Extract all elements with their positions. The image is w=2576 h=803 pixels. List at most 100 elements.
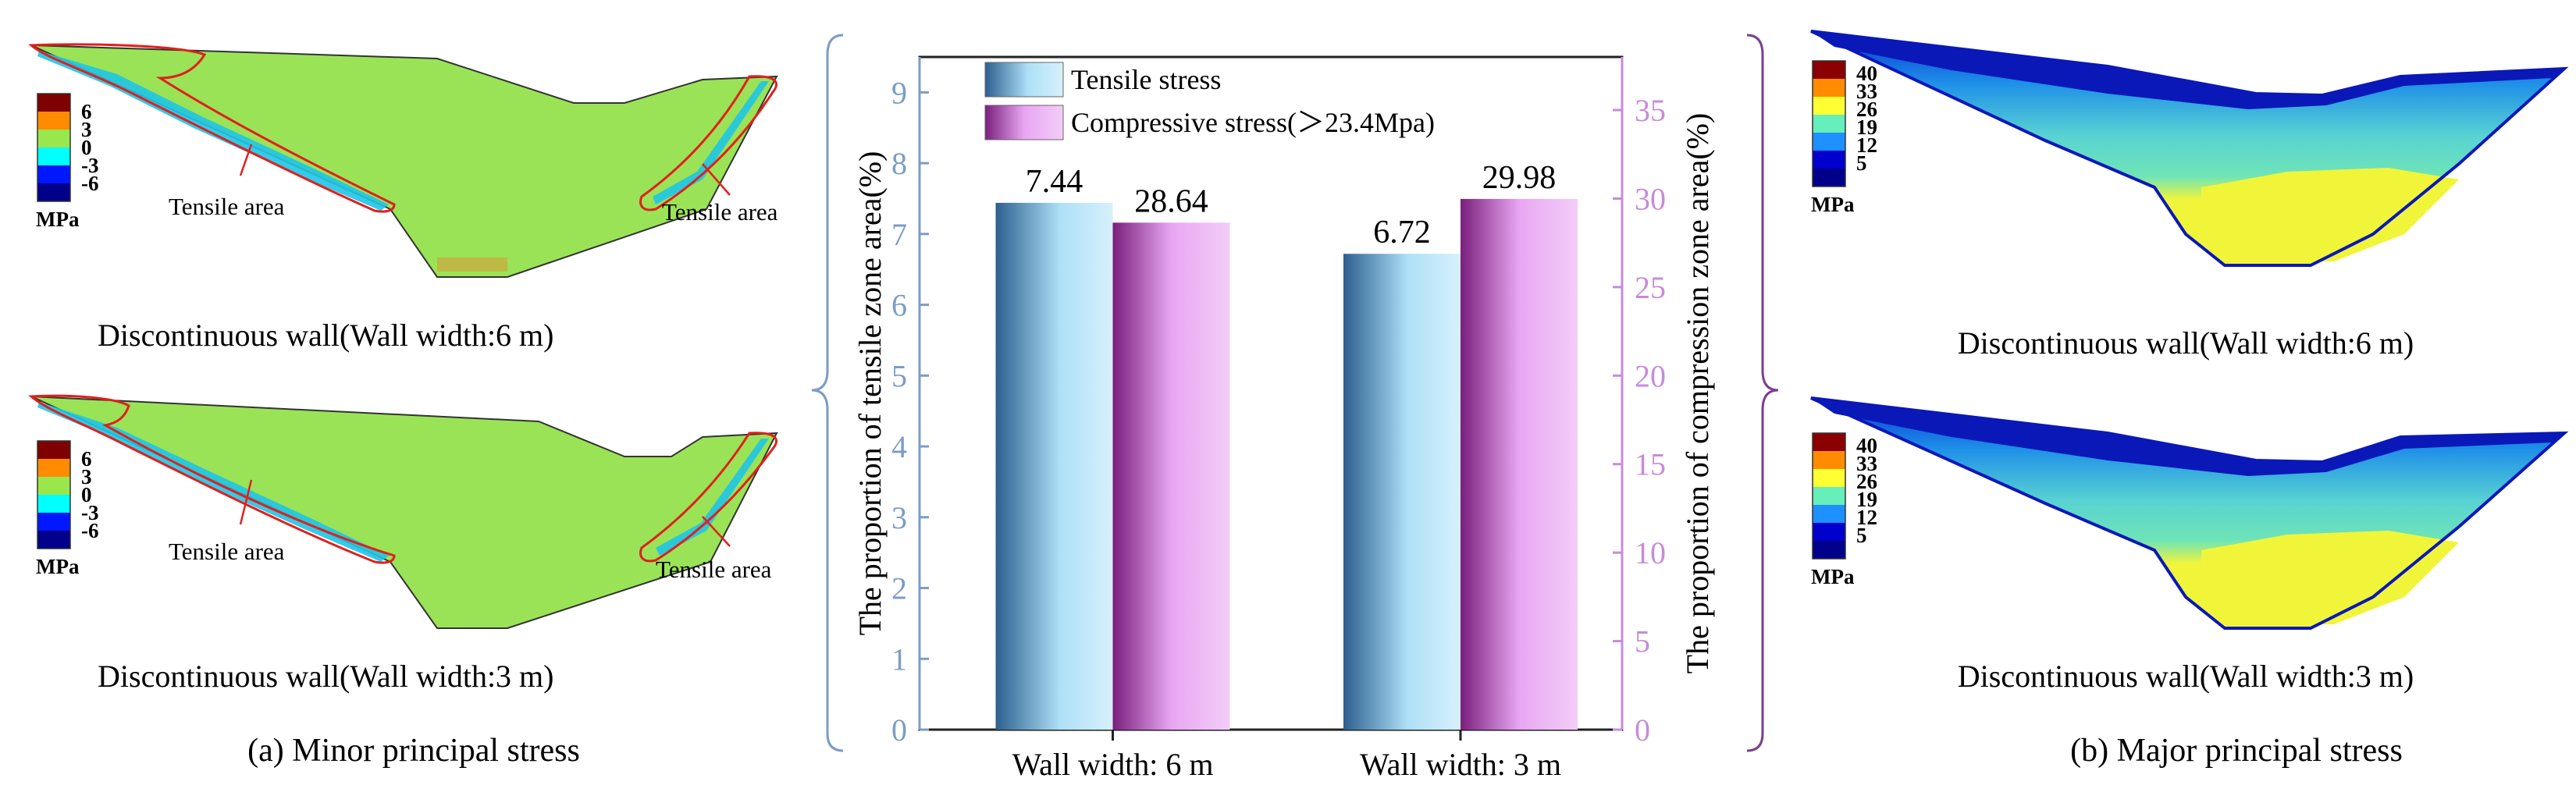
legend-tick-label: 40 — [1856, 434, 1877, 457]
bar-tensile-0 — [995, 202, 1113, 730]
bracket-right — [1746, 34, 1779, 752]
tensile-region-right-outline — [639, 75, 777, 211]
tensile-area-label-right: Tensile area — [662, 198, 778, 226]
caption-minor-principal-stress: (a) Minor principal stress — [247, 733, 580, 769]
y-tick-label-left: 4 — [891, 429, 907, 464]
label-pointer-right — [702, 163, 731, 196]
legend-swatch — [37, 459, 70, 477]
major-stress-plot-6m: Discontinuous wall(Wall width:6 m) — [1810, 30, 2569, 361]
legend-tick-label: 3 — [81, 465, 92, 489]
x-category-labels: Wall width: 6 m Wall width: 3 m — [1012, 730, 1561, 782]
legend-swatch — [37, 531, 70, 549]
legend-swatch — [37, 94, 70, 112]
plot-title-minor-3m: Discontinuous wall(Wall width:3 m) — [98, 659, 554, 694]
y-tick-label-right: 35 — [1635, 93, 1666, 128]
y-tick-label-right: 0 — [1635, 712, 1650, 748]
bar-tensile-1 — [1343, 254, 1461, 730]
legend-label: Tensile stress — [1071, 64, 1221, 95]
tensile-region-right-outline — [639, 432, 777, 563]
minor-stress-plot-6m: Tensile area Tensile area Discontinuous … — [28, 43, 778, 353]
y-tick-label-left: 3 — [891, 500, 907, 535]
y-tick-label-left: 0 — [891, 712, 907, 748]
y-axis-label-left: The proportion of tensile zone area(%) — [852, 151, 888, 636]
tensile-band-right — [656, 439, 769, 556]
plot-title-major-6m: Discontinuous wall(Wall width:6 m) — [1958, 325, 2414, 361]
legend-label: Compressive stress(＞23.4Mpa) — [1071, 107, 1435, 138]
major-stress-plot-3m: Discontinuous wall(Wall width:3 m) — [1810, 396, 2569, 694]
legend-swatch — [1813, 97, 1845, 115]
tensile-area-label-left: Tensile area — [169, 538, 285, 565]
y-tick-label-left: 5 — [891, 358, 907, 393]
legend-unit: MPa — [36, 555, 80, 578]
legend-frame — [1812, 60, 1846, 187]
legend-swatch — [37, 513, 70, 531]
y-tick-label-left: 8 — [891, 146, 907, 181]
y-axis-label-right: The proportion of compression zone area(… — [1680, 113, 1715, 674]
label-pointer-left — [239, 479, 253, 525]
y-ticks-right: 0 5 10 15 20 25 30 35 — [1613, 93, 1666, 748]
tensile-area-label-right: Tensile area — [656, 556, 772, 583]
legend-swatch — [37, 477, 70, 495]
legend-swatch-tensile — [984, 62, 1064, 98]
major-stress-panel: Discontinuous wall(Wall width:6 m) 40332… — [1810, 30, 2569, 769]
legend-swatch — [37, 130, 70, 147]
legend-tick-label: 0 — [81, 136, 92, 159]
bar-compressive-0 — [1112, 222, 1230, 730]
legend-swatch — [1813, 115, 1845, 133]
dam-section-field — [1811, 398, 2564, 628]
legend-swatch — [1813, 433, 1845, 451]
legend-swatch — [37, 112, 70, 130]
label-pointer-right — [702, 516, 731, 547]
legend-swatch — [1813, 523, 1845, 541]
legend-frame — [1812, 432, 1846, 560]
label-pointer-left — [239, 144, 253, 176]
high-stress-core — [2201, 531, 2459, 624]
legend-tick-label: 26 — [1856, 98, 1877, 121]
legend-unit: MPa — [1811, 193, 1855, 216]
legend-swatch — [1813, 133, 1845, 151]
legend-swatch — [1813, 541, 1845, 559]
legend-tick-label: 33 — [1856, 452, 1877, 475]
legend-tick-label: 19 — [1856, 115, 1877, 139]
y-tick-label-left: 6 — [891, 288, 907, 323]
legend-swatch — [37, 495, 70, 513]
legend-tick-label: 12 — [1856, 133, 1877, 157]
y-tick-label-left: 7 — [891, 217, 907, 252]
legend-swatch — [1813, 61, 1845, 79]
bar-value-label: 6.72 — [1373, 215, 1431, 250]
legend-tick-label: 33 — [1856, 80, 1877, 103]
legend-tick-label: 3 — [81, 118, 92, 141]
legend-tick-label: 19 — [1856, 488, 1877, 511]
y-tick-label-left: 1 — [891, 641, 907, 677]
legend-tick-label: 26 — [1856, 470, 1877, 493]
bar-chart: 0 1 2 3 4 5 6 7 8 9 0 5 10 15 20 25 30 35 7.44 28.64 6.72 2… — [852, 55, 1715, 782]
tensile-area-label-left: Tensile area — [169, 193, 285, 220]
legend-tick-label: 0 — [81, 483, 92, 506]
plot-title-minor-6m: Discontinuous wall(Wall width:6 m) — [98, 318, 554, 353]
bar-value-labels: 7.44 28.64 6.72 29.98 — [1026, 160, 1557, 250]
legend-tick-label: -3 — [81, 154, 99, 177]
low-stress-top-band — [1811, 398, 2564, 476]
legend-swatch — [37, 183, 70, 201]
legend-tick-label: 5 — [1856, 151, 1867, 175]
legend-swatch — [1813, 151, 1845, 169]
y-tick-label-right: 10 — [1635, 535, 1666, 570]
y-tick-label-left: 2 — [891, 571, 907, 606]
legend-tick-label: 6 — [81, 100, 92, 123]
legend-swatch — [1813, 469, 1845, 487]
dam-section-outline — [1810, 30, 2569, 267]
dam-section-outline — [1810, 396, 2569, 630]
legend-tick-label: 6 — [81, 447, 92, 471]
minor-stress-plot-3m: Tensile area Tensile area Discontinuous … — [28, 394, 778, 694]
y-tick-label-right: 25 — [1635, 270, 1666, 305]
plot-title-major-3m: Discontinuous wall(Wall width:3 m) — [1958, 659, 2414, 694]
legend-swatch — [37, 147, 70, 165]
bar-compressive-1 — [1461, 198, 1578, 730]
x-category-label: Wall width: 6 m — [1012, 747, 1214, 782]
dam-section-shape — [30, 44, 778, 278]
